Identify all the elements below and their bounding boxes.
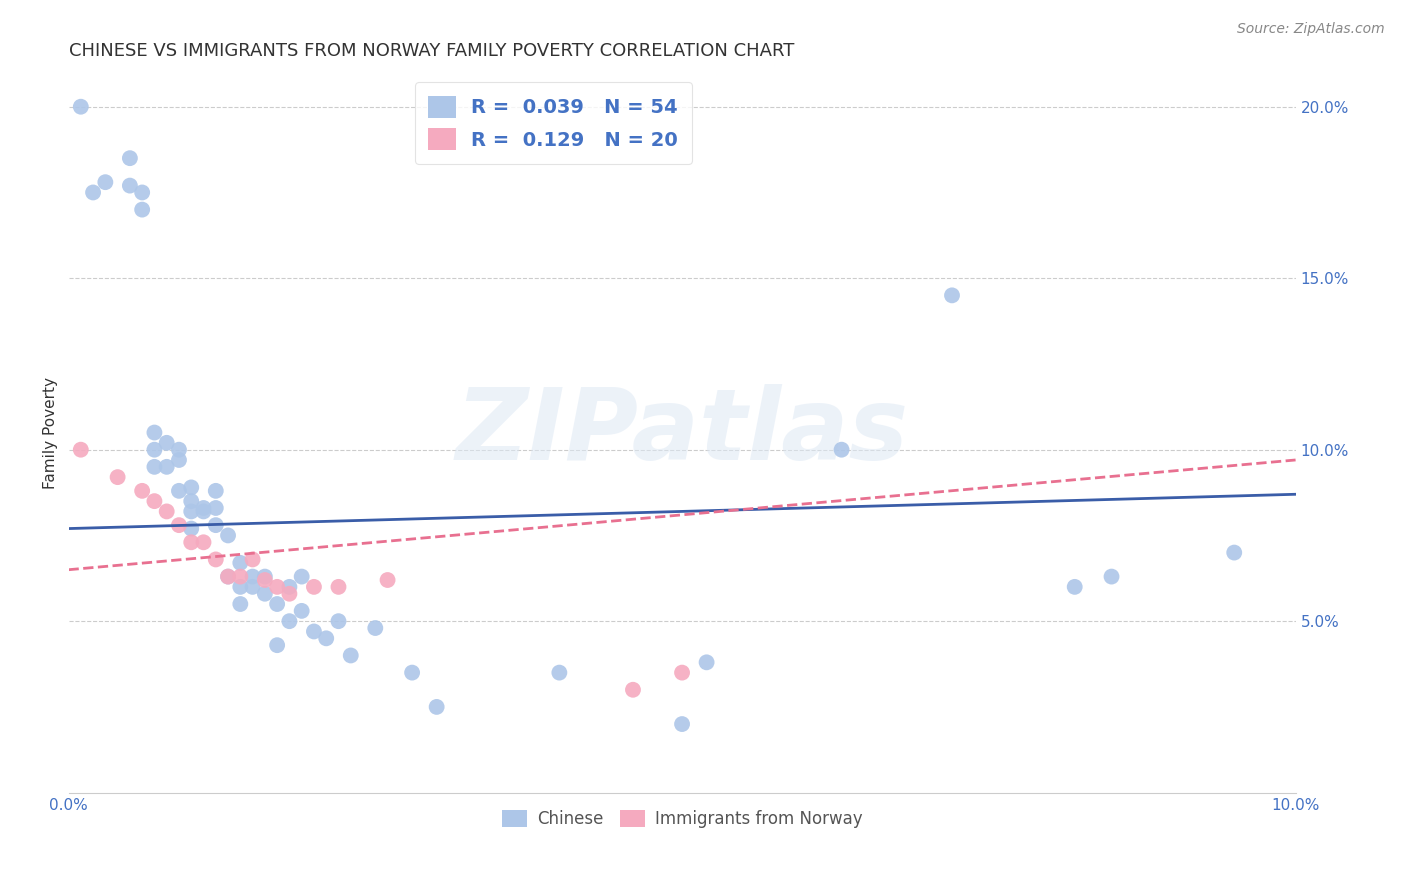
Point bbox=[118, 178, 141, 193]
Point bbox=[69, 100, 91, 114]
Point bbox=[229, 580, 252, 594]
Point bbox=[1063, 580, 1085, 594]
Point bbox=[278, 580, 301, 594]
Point bbox=[831, 442, 853, 457]
Point bbox=[266, 638, 288, 652]
Point bbox=[131, 483, 153, 498]
Point bbox=[302, 624, 325, 639]
Point bbox=[217, 569, 239, 583]
Point bbox=[328, 580, 350, 594]
Point bbox=[143, 459, 166, 474]
Point bbox=[229, 569, 252, 583]
Point bbox=[253, 587, 276, 601]
Point bbox=[242, 569, 264, 583]
Point bbox=[229, 597, 252, 611]
Point bbox=[278, 587, 301, 601]
Point bbox=[180, 522, 202, 536]
Point bbox=[253, 573, 276, 587]
Point bbox=[426, 700, 449, 714]
Point bbox=[328, 614, 350, 628]
Point bbox=[377, 573, 399, 587]
Point bbox=[315, 632, 337, 646]
Point bbox=[291, 604, 314, 618]
Point bbox=[217, 528, 239, 542]
Text: Source: ZipAtlas.com: Source: ZipAtlas.com bbox=[1237, 22, 1385, 37]
Point bbox=[1101, 569, 1123, 583]
Point bbox=[621, 682, 644, 697]
Point bbox=[204, 552, 226, 566]
Text: CHINESE VS IMMIGRANTS FROM NORWAY FAMILY POVERTY CORRELATION CHART: CHINESE VS IMMIGRANTS FROM NORWAY FAMILY… bbox=[69, 42, 794, 60]
Point bbox=[217, 569, 239, 583]
Point bbox=[941, 288, 963, 302]
Point bbox=[229, 556, 252, 570]
Point bbox=[156, 459, 179, 474]
Text: ZIPatlas: ZIPatlas bbox=[456, 384, 908, 481]
Point bbox=[193, 504, 215, 518]
Point bbox=[180, 480, 202, 494]
Point bbox=[180, 535, 202, 549]
Point bbox=[671, 717, 693, 731]
Point bbox=[193, 535, 215, 549]
Point bbox=[401, 665, 423, 680]
Point bbox=[242, 580, 264, 594]
Point bbox=[278, 614, 301, 628]
Point bbox=[107, 470, 129, 484]
Point bbox=[339, 648, 361, 663]
Y-axis label: Family Poverty: Family Poverty bbox=[44, 376, 58, 489]
Point bbox=[156, 504, 179, 518]
Point bbox=[82, 186, 104, 200]
Point bbox=[302, 580, 325, 594]
Point bbox=[204, 518, 226, 533]
Point bbox=[548, 665, 571, 680]
Point bbox=[167, 518, 190, 533]
Point bbox=[204, 483, 226, 498]
Point bbox=[180, 504, 202, 518]
Point bbox=[266, 580, 288, 594]
Point bbox=[143, 425, 166, 440]
Point bbox=[266, 597, 288, 611]
Point bbox=[131, 186, 153, 200]
Point bbox=[167, 453, 190, 467]
Point bbox=[364, 621, 387, 635]
Point bbox=[143, 494, 166, 508]
Point bbox=[242, 552, 264, 566]
Point bbox=[696, 656, 718, 670]
Point bbox=[143, 442, 166, 457]
Point bbox=[167, 483, 190, 498]
Point bbox=[118, 151, 141, 165]
Point bbox=[253, 569, 276, 583]
Point bbox=[69, 442, 91, 457]
Point bbox=[193, 500, 215, 515]
Point bbox=[180, 494, 202, 508]
Point bbox=[671, 665, 693, 680]
Point bbox=[291, 569, 314, 583]
Point bbox=[131, 202, 153, 217]
Point bbox=[1223, 545, 1246, 559]
Point bbox=[167, 442, 190, 457]
Point bbox=[204, 500, 226, 515]
Point bbox=[156, 435, 179, 450]
Legend: Chinese, Immigrants from Norway: Chinese, Immigrants from Norway bbox=[495, 803, 869, 835]
Point bbox=[94, 175, 117, 189]
